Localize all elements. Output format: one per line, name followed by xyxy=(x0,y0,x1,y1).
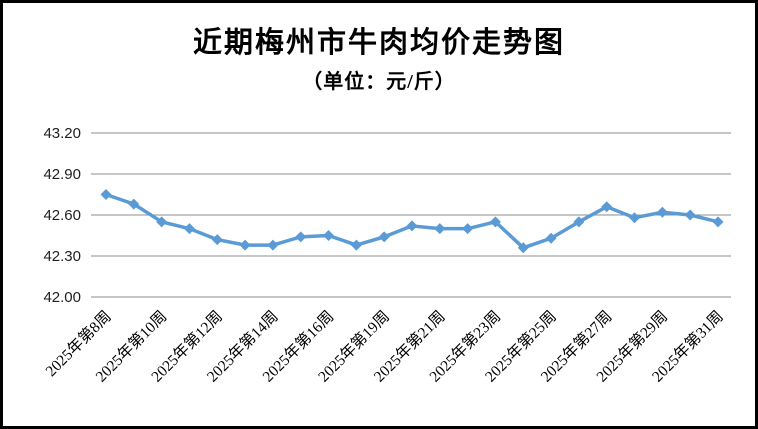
data-point-marker xyxy=(350,239,362,251)
data-point-marker xyxy=(378,231,390,243)
data-point-marker xyxy=(601,201,613,213)
data-point-marker xyxy=(462,223,474,235)
y-axis-tick-label: 42.00 xyxy=(43,289,81,306)
data-point-marker xyxy=(211,234,223,246)
y-axis-tick-label: 42.60 xyxy=(43,207,81,224)
data-point-marker xyxy=(100,189,112,200)
chart-subtitle: （单位：元/斤） xyxy=(302,71,456,93)
data-point-marker xyxy=(156,216,168,228)
data-point-marker xyxy=(295,231,307,243)
chart-title: 近期梅州市牛肉均价走势图 xyxy=(192,27,565,59)
data-point-marker xyxy=(684,209,696,221)
data-point-marker xyxy=(434,223,446,235)
data-point-marker xyxy=(239,239,251,251)
data-point-marker xyxy=(517,242,529,254)
data-point-marker xyxy=(267,239,279,251)
data-point-marker xyxy=(573,216,585,228)
data-point-marker xyxy=(128,198,140,210)
data-point-marker xyxy=(545,232,557,244)
price-trend-chart: 42.0042.3042.6042.9043.202025年第8周2025年第1… xyxy=(42,125,731,386)
data-point-marker xyxy=(323,230,335,241)
data-point-marker xyxy=(406,220,418,232)
data-point-marker xyxy=(629,212,641,224)
data-point-marker xyxy=(712,216,724,228)
y-axis-tick-label: 42.30 xyxy=(43,248,81,265)
data-point-marker xyxy=(489,216,501,228)
y-axis-tick-label: 42.90 xyxy=(43,166,81,183)
data-point-marker xyxy=(656,206,668,218)
y-axis-tick-label: 43.20 xyxy=(43,125,81,142)
data-point-marker xyxy=(183,223,195,235)
